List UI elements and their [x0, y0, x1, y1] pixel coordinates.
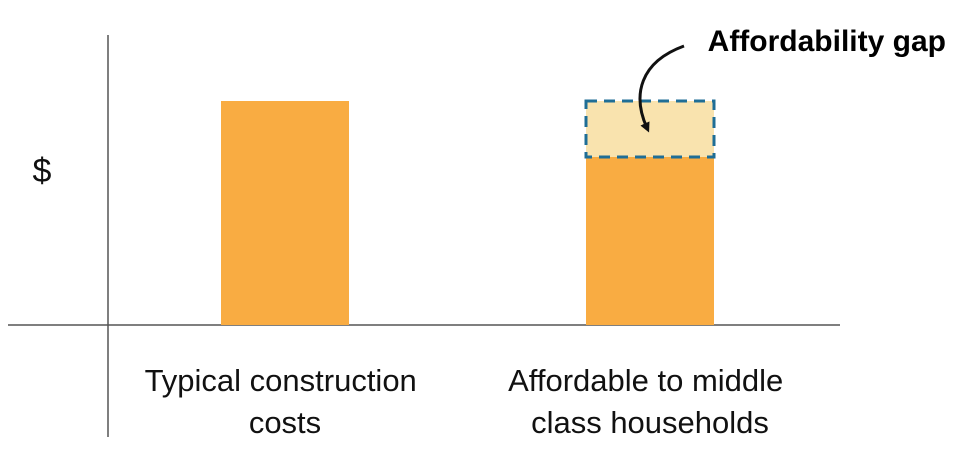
y-axis-label: $: [33, 152, 52, 190]
affordability-gap-label: Affordability gap: [708, 25, 946, 58]
category-label-line: class households: [531, 405, 769, 440]
category-label-typical-construction-costs: Typical construction costs: [145, 363, 426, 440]
bar-affordable-to-middle-class: [586, 157, 714, 325]
bar-typical-construction-costs: [221, 101, 349, 325]
category-label-line: costs: [249, 405, 321, 440]
category-label-affordable-to-middle-class: Affordable to middle class households: [508, 363, 792, 440]
affordability-gap-box: [584, 99, 716, 159]
category-label-line: Typical construction: [145, 363, 417, 398]
category-label-line: Affordable to middle: [508, 363, 783, 398]
annotation-arrow: [638, 44, 685, 133]
